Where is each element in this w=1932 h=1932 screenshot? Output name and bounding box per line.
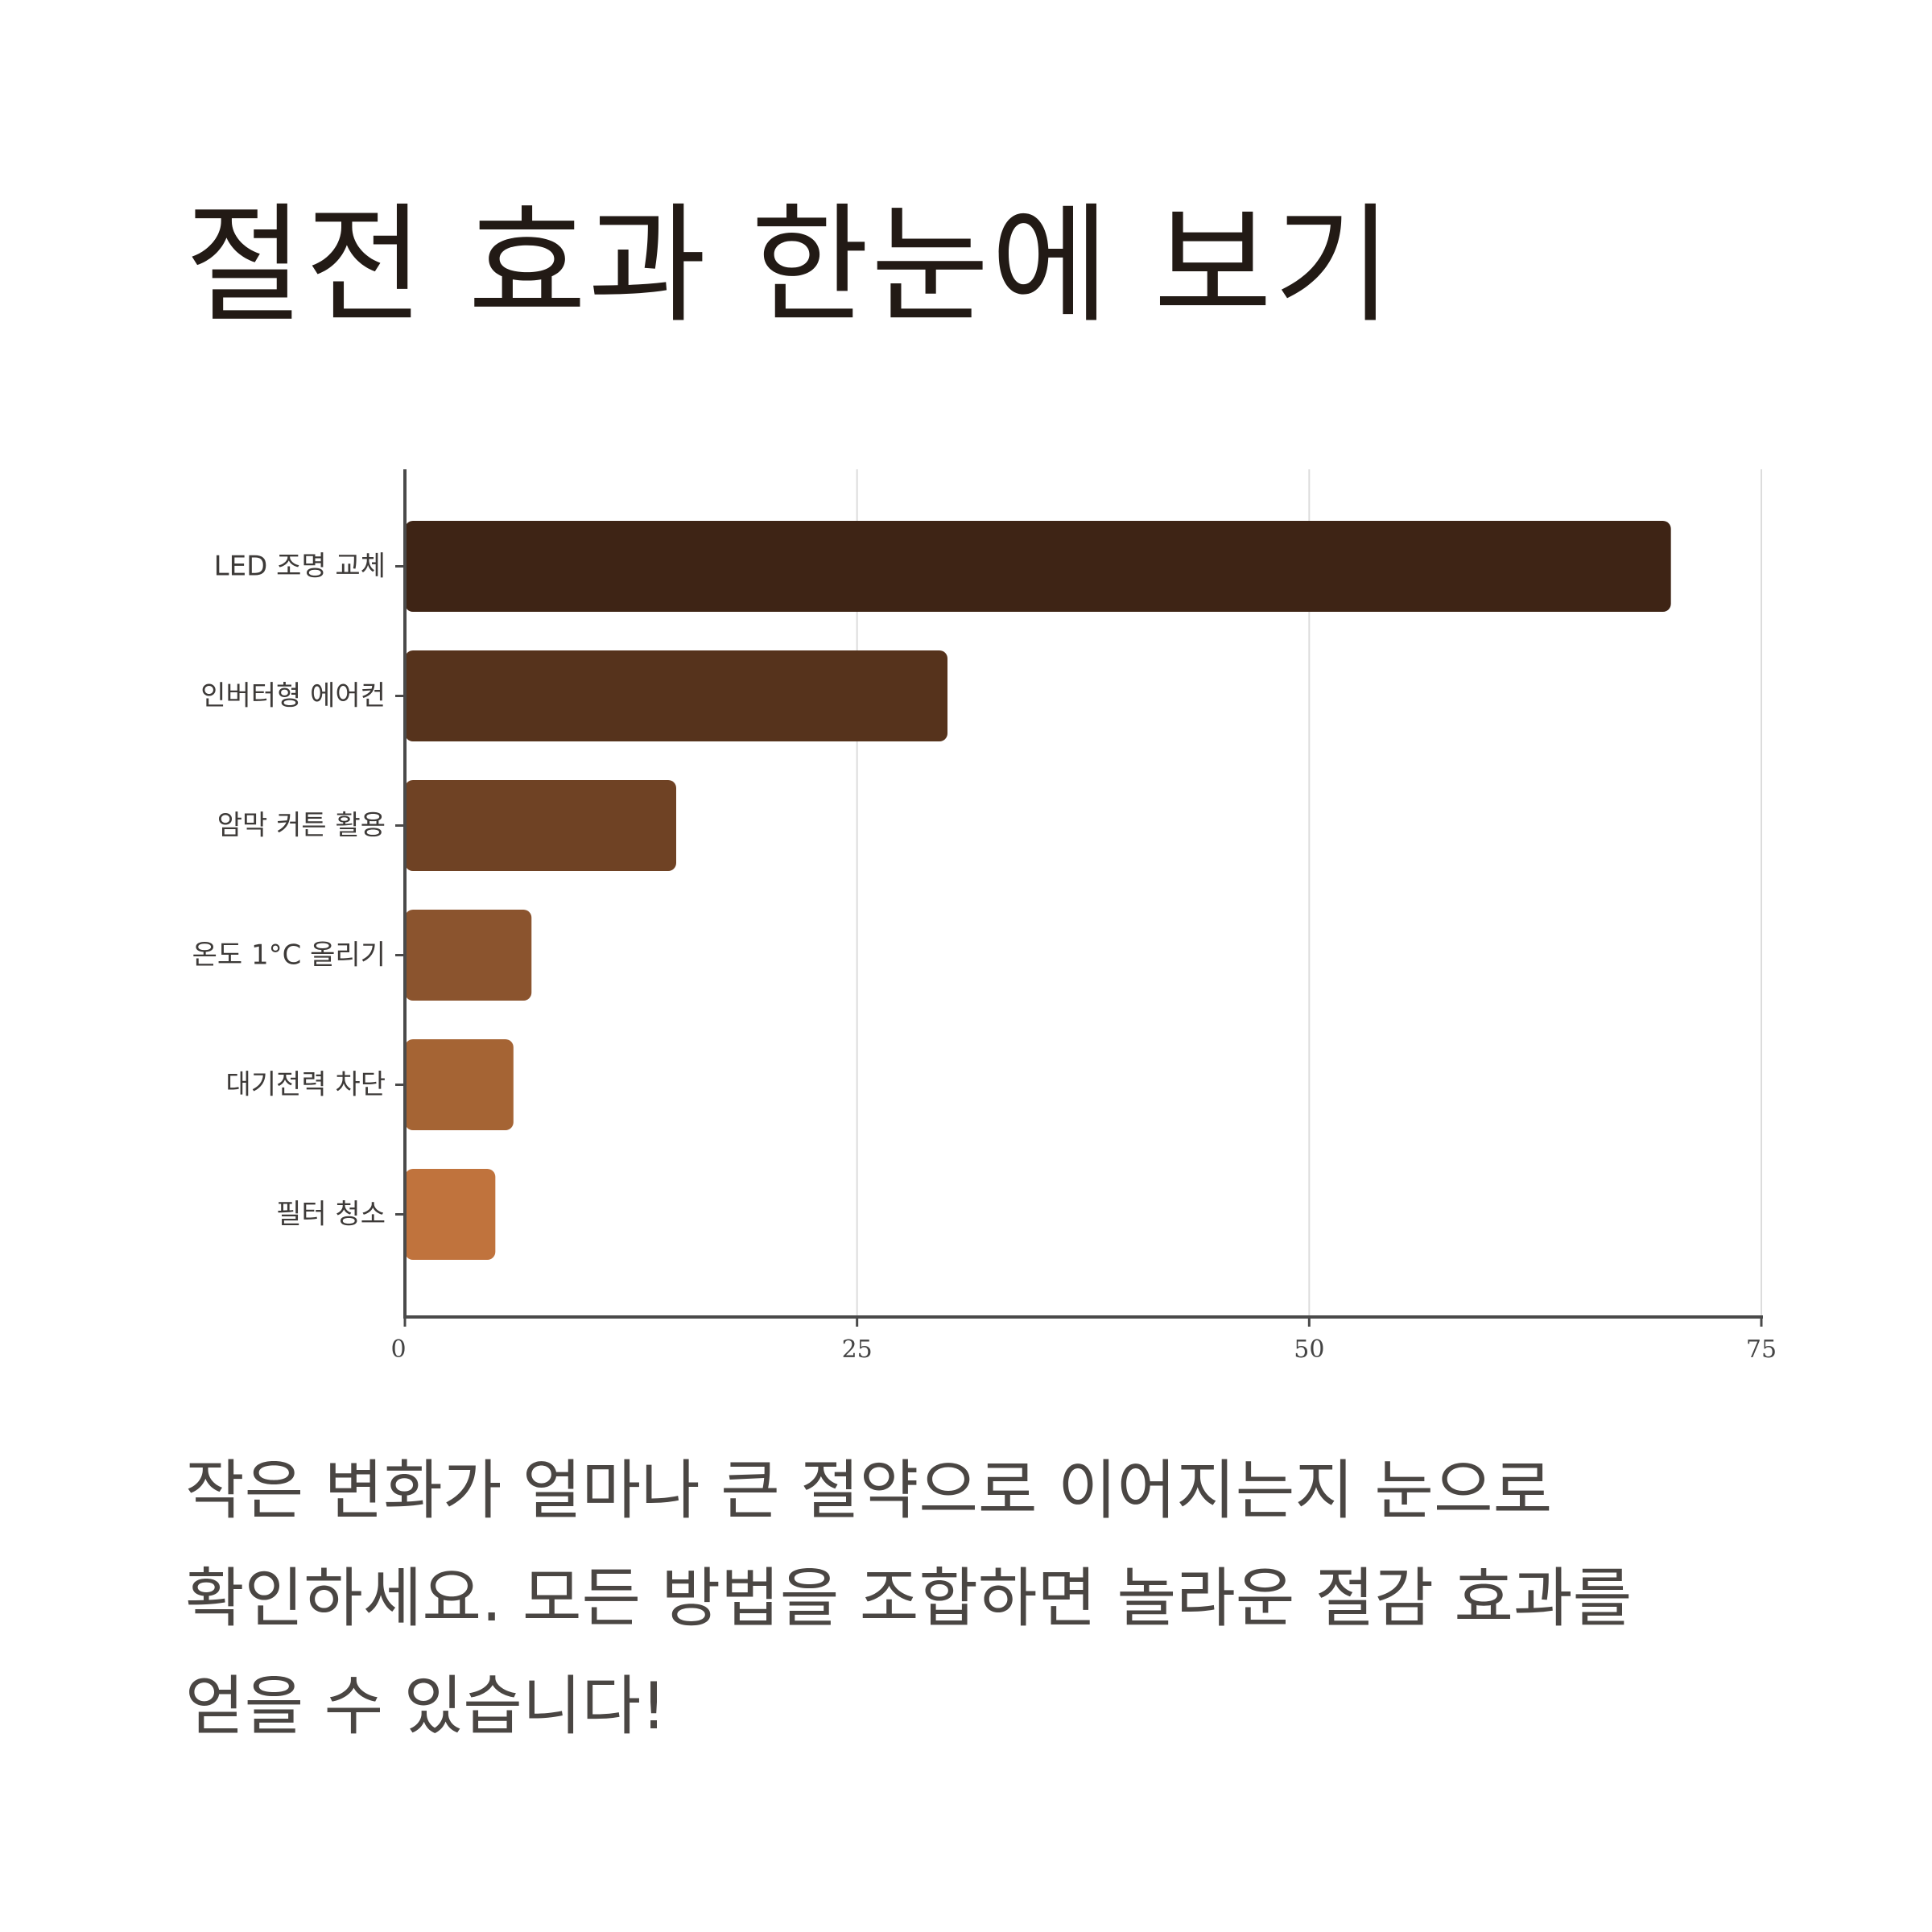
category-label-3: 암막 커튼 활용: [217, 810, 386, 842]
page-title: 절전 효과 한눈에 보기: [185, 190, 1394, 341]
bar-3: [405, 780, 676, 871]
x-tick-label-2: 50: [1294, 1335, 1324, 1364]
bar-1: [405, 521, 1671, 612]
bar-2: [405, 650, 947, 741]
tick-labels: 0 25 50 75: [390, 1335, 1777, 1364]
category-label-6: 필터 청소: [276, 1199, 386, 1231]
category-label-1: LED 조명 교체: [214, 551, 386, 583]
x-tick-label-1: 25: [842, 1335, 873, 1364]
chart-caption: 작은 변화가 얼마나 큰 절약으로 이어지는지 눈으로 확인하세요. 모든 방법…: [185, 1453, 1633, 1744]
bars: [405, 521, 1671, 1260]
category-label-5: 대기전력 차단: [226, 1069, 386, 1101]
bar-6: [405, 1169, 496, 1260]
bar-5: [405, 1039, 514, 1130]
x-tick-label-0: 0: [390, 1335, 406, 1364]
category-label-2: 인버터형 에어컨: [200, 680, 386, 712]
axes: [395, 469, 1763, 1327]
category-label-4: 온도 1°C 올리기: [192, 939, 386, 972]
bar-4: [405, 910, 532, 1001]
x-tick-label-3: 75: [1746, 1335, 1777, 1364]
